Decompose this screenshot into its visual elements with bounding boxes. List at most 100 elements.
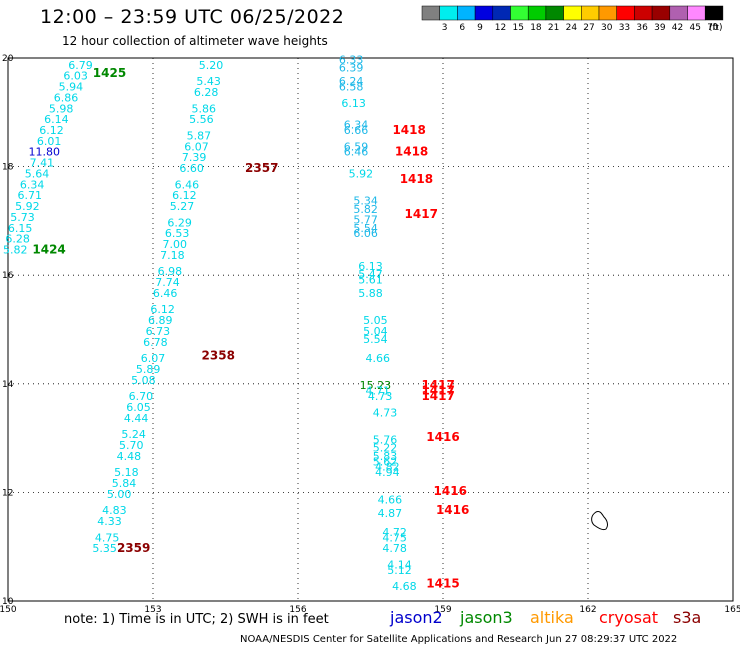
time-label: 1417 <box>421 389 454 403</box>
wave-height-value: 6.07 <box>184 140 209 153</box>
wave-height-value: 5.34 <box>353 195 378 208</box>
legend-swatch <box>634 5 653 21</box>
legend-swatch <box>651 5 671 21</box>
satellite-label-s3a: s3a <box>673 608 702 627</box>
wave-height-value: 5.94 <box>59 81 84 94</box>
legend-value-label: 12 <box>495 23 506 33</box>
wave-height-value: 7.41 <box>30 157 55 170</box>
wave-height-value: 6.01 <box>37 135 62 148</box>
legend-swatch <box>704 5 724 21</box>
legend-swatch <box>687 5 706 21</box>
wave-height-value: 5.27 <box>170 200 195 213</box>
wave-height-value: 5.18 <box>114 466 139 479</box>
wave-height-value: 6.07 <box>141 352 166 365</box>
wave-height-value: 6.46 <box>344 146 369 159</box>
wave-height-value: 6.12 <box>150 303 175 316</box>
time-label: 1417 <box>421 384 454 398</box>
wave-height-value: 6.12 <box>39 124 64 137</box>
legend-swatch <box>616 5 635 21</box>
wave-height-value: 6.24 <box>339 75 364 88</box>
time-label: 1418 <box>395 145 428 159</box>
observations-layer: 6.796.035.946.865.986.146.126.0111.807.4… <box>3 53 417 593</box>
legend-value-label: 24 <box>566 23 578 33</box>
wave-height-value: 5.54 <box>353 222 378 235</box>
legend-swatch <box>669 5 688 21</box>
wave-height-value: 5.98 <box>49 102 74 115</box>
lon-tick-label: 150 <box>0 605 17 615</box>
lat-tick-label: 18 <box>2 163 14 173</box>
lon-tick-label: 162 <box>579 605 596 615</box>
page-title: 12:00 – 23:59 UTC 06/25/2022 <box>40 6 345 28</box>
wave-height-value: 5.61 <box>358 273 383 286</box>
wave-height-value: 5.24 <box>121 428 146 441</box>
legend-swatch <box>581 5 600 21</box>
map-grid <box>8 58 733 601</box>
wave-height-value: 6.33 <box>339 53 364 66</box>
wave-height-value: 6.86 <box>54 91 79 104</box>
time-label: 1417 <box>405 207 438 221</box>
wave-height-value: 6.14 <box>44 113 69 126</box>
wave-height-value: 4.75 <box>95 531 120 544</box>
time-label: 1415 <box>426 576 459 590</box>
wave-height-value: 6.05 <box>126 401 151 414</box>
lat-tick-label: 14 <box>2 380 14 390</box>
wave-height-value: 6.28 <box>5 233 30 246</box>
wave-height-value: 4.94 <box>375 466 400 479</box>
wave-height-value: 6.78 <box>143 336 168 349</box>
lon-tick-label: 165 <box>724 605 740 615</box>
wave-height-value: 7.18 <box>160 249 185 262</box>
time-label: 1416 <box>426 430 459 444</box>
time-label: 1418 <box>392 123 425 137</box>
wave-height-value: 7.74 <box>155 276 180 289</box>
wave-height-value: 11.80 <box>29 146 61 159</box>
wave-height-value: 5.82 <box>3 243 28 256</box>
wave-height-value: 6.13 <box>358 260 383 273</box>
satellite-label-jason3: jason3 <box>460 608 513 627</box>
legend-value-label: 9 <box>477 23 483 33</box>
wave-height-value: 6.58 <box>339 81 364 94</box>
wave-height-value: 4.73 <box>373 406 398 419</box>
time-label: 1416 <box>436 503 469 517</box>
wave-height-value: 5.00 <box>107 488 132 501</box>
legend-value-label: 33 <box>619 23 630 33</box>
legend-swatch <box>545 5 564 21</box>
lat-tick-label: 10 <box>2 597 14 607</box>
wave-height-value: 5.92 <box>349 167 374 180</box>
lat-tick-label: 16 <box>2 271 14 281</box>
wave-height-value: 5.04 <box>363 325 388 338</box>
wave-height-value: 5.83 <box>373 450 398 463</box>
wave-height-value: 5.76 <box>373 434 398 447</box>
legend-value-label: 18 <box>530 23 542 33</box>
wave-height-value: 5.92 <box>15 200 40 213</box>
wave-height-value: 6.13 <box>341 97 366 110</box>
wave-height-value: 7.00 <box>163 238 188 251</box>
legend-value-label: 42 <box>672 23 683 33</box>
wave-height-value: 6.15 <box>8 222 33 235</box>
satellite-label-jason2: jason2 <box>390 608 443 627</box>
wave-height-value: 5.86 <box>192 102 217 115</box>
time-label: 1417 <box>421 378 454 392</box>
legend-value-label: 39 <box>654 23 666 33</box>
island-outline <box>591 511 608 531</box>
wave-height-value: 5.35 <box>92 542 117 555</box>
wave-height-value: 6.34 <box>20 178 45 191</box>
wave-height-value: 5.12 <box>387 564 412 577</box>
axis-ticks: 150 153 156 159 162 165 20 18 16 14 12 10 <box>0 54 740 615</box>
wave-height-value: 4.73 <box>368 390 393 403</box>
wave-height-value: 6.89 <box>148 314 173 327</box>
wave-height-value: 5.47 <box>358 268 383 281</box>
wave-height-value: 6.28 <box>194 86 219 99</box>
wave-height-value: 4.14 <box>387 558 412 571</box>
lon-tick-label: 156 <box>289 605 306 615</box>
wave-height-value: 5.70 <box>119 439 144 452</box>
wave-height-value: 5.08 <box>131 374 156 387</box>
wave-height-value: 4.33 <box>97 515 122 528</box>
wave-height-value: 6.29 <box>167 216 192 229</box>
wave-height-value: 5.73 <box>10 211 35 224</box>
wave-height-value: 4.68 <box>392 580 417 593</box>
legend-value-label: 30 <box>601 23 613 33</box>
wave-height-value: 4.72 <box>382 526 407 539</box>
wave-height-value: 4.71 <box>366 385 391 398</box>
wave-height-value: 5.43 <box>196 75 221 88</box>
wave-height-value: 6.66 <box>344 124 369 137</box>
